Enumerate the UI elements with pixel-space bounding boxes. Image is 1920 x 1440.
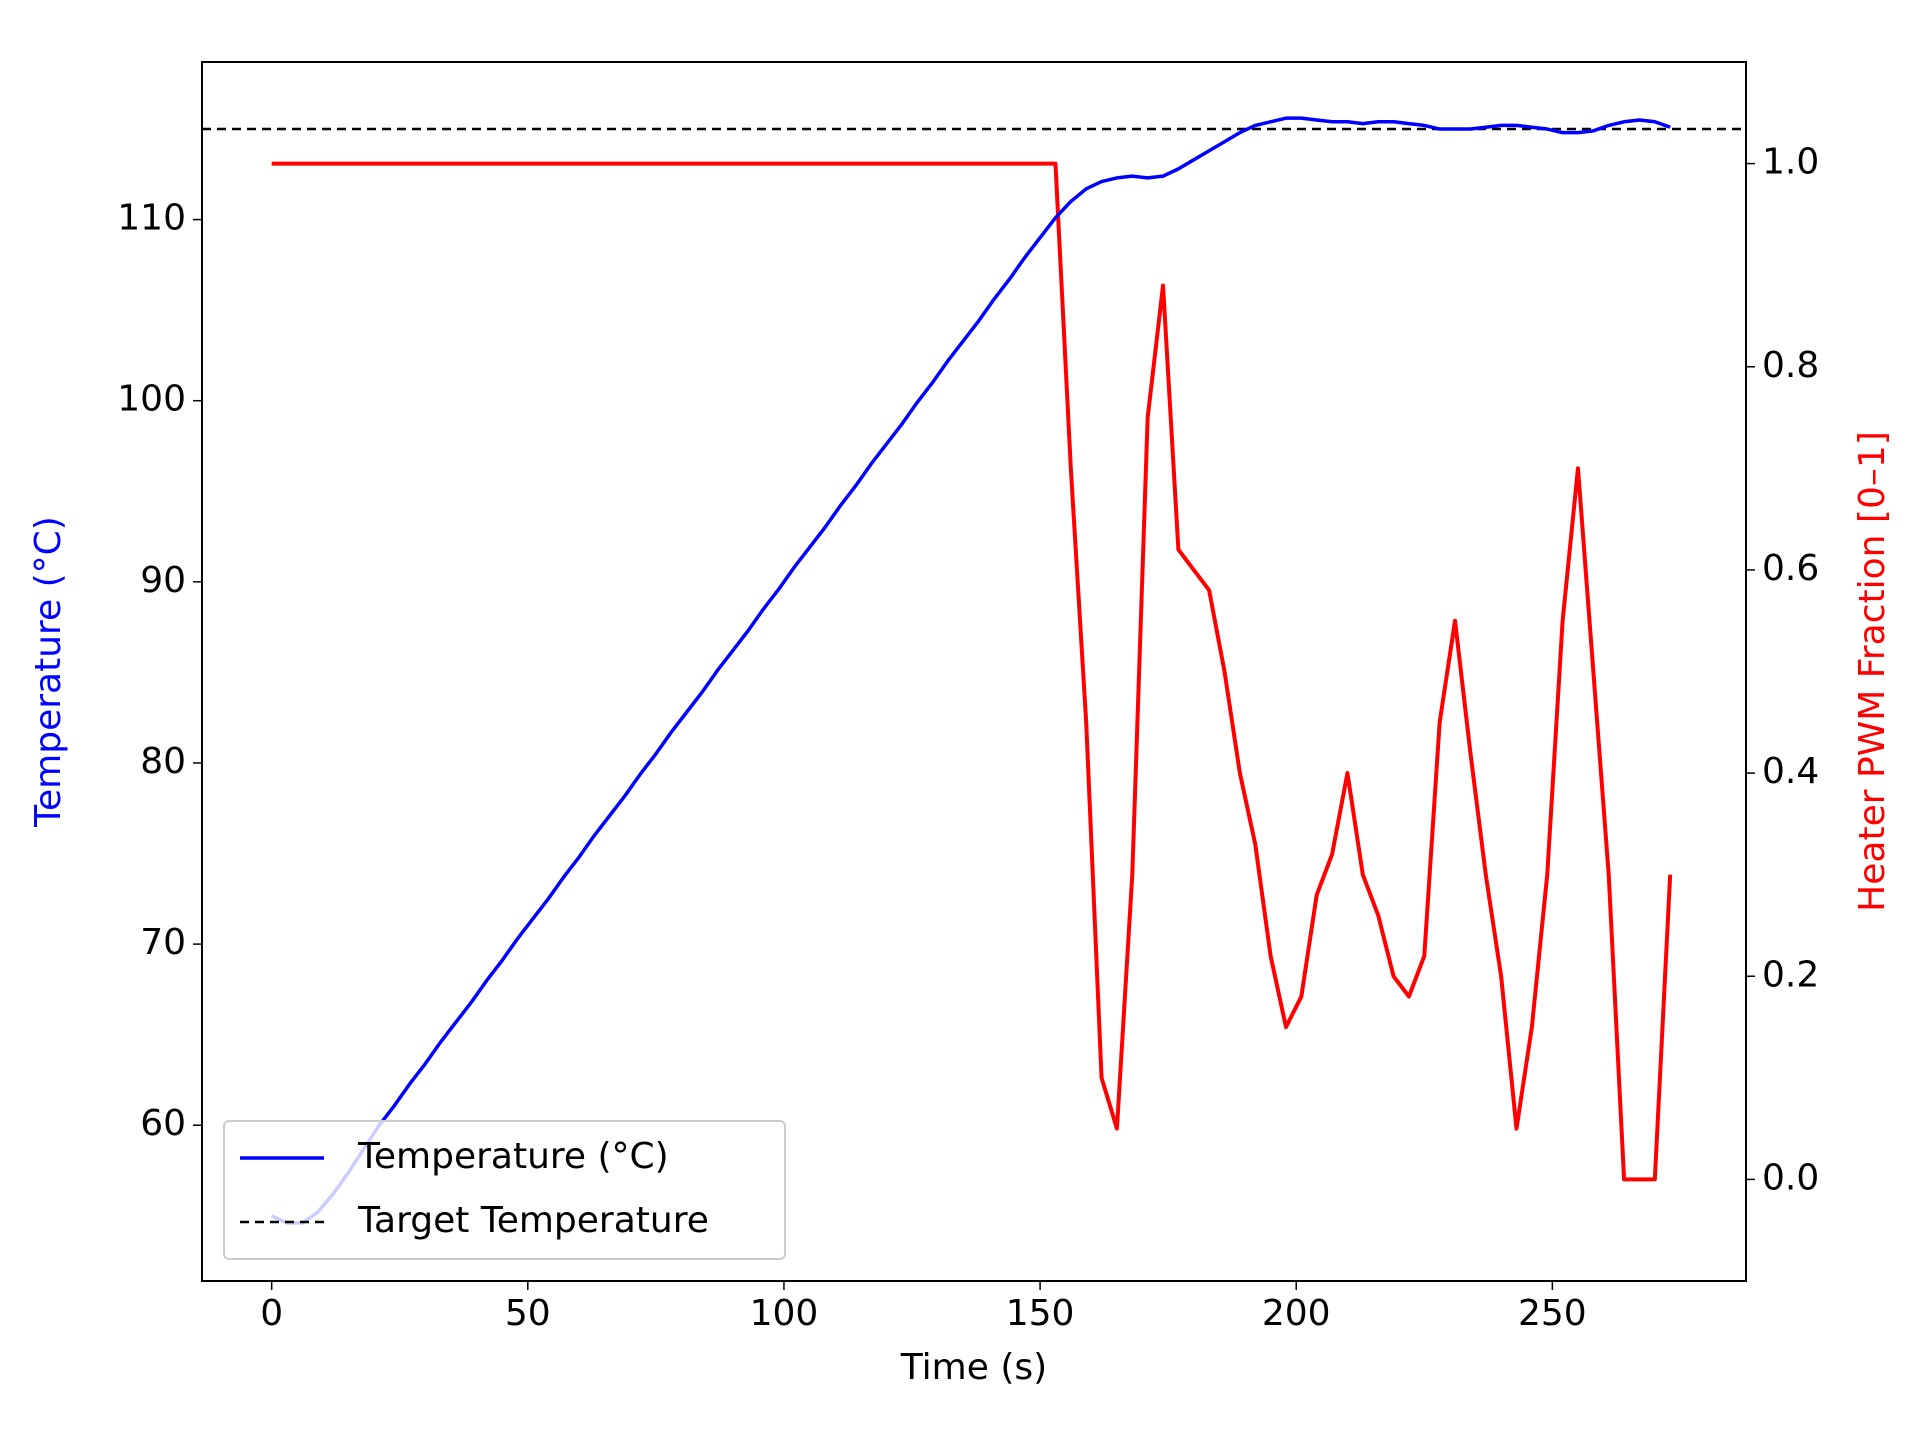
x-tick-label: 150 xyxy=(1006,1293,1075,1334)
y-tick-label: 100 xyxy=(117,379,186,420)
data-line xyxy=(271,161,1673,1182)
data-line xyxy=(270,116,1671,1225)
y-tick-label: 70 xyxy=(140,922,186,963)
y-tick-label: 110 xyxy=(117,198,186,239)
y2-axis-label: Heater PWM Fraction [0–1] xyxy=(1852,431,1893,912)
legend-box xyxy=(223,1120,786,1260)
y2-tick-label: 0.2 xyxy=(1762,954,1819,995)
x-tick-label: 0 xyxy=(260,1293,283,1334)
y-tick-label: 80 xyxy=(140,741,186,782)
x-tick-label: 250 xyxy=(1518,1293,1587,1334)
y-axis-label: Temperature (°C) xyxy=(28,516,69,828)
legend-label: Target Temperature xyxy=(357,1200,709,1241)
y2-tick-label: 0.6 xyxy=(1762,548,1819,589)
x-tick-label: 100 xyxy=(750,1293,819,1334)
y-tick-label: 60 xyxy=(140,1103,186,1144)
y2-tick-label: 1.0 xyxy=(1762,142,1819,183)
y2-tick-label: 0.4 xyxy=(1762,751,1819,792)
x-axis-label: Time (s) xyxy=(900,1347,1047,1388)
plot-frame xyxy=(201,61,1747,1282)
plot-area xyxy=(202,116,1746,1225)
legend-label: Temperature (°C) xyxy=(357,1136,669,1177)
x-tick-label: 50 xyxy=(505,1293,551,1334)
x-tick-label: 200 xyxy=(1262,1293,1331,1334)
y2-tick-label: 0.8 xyxy=(1762,345,1819,386)
y-tick-label: 90 xyxy=(140,560,186,601)
y2-tick-label: 0.0 xyxy=(1762,1157,1819,1198)
